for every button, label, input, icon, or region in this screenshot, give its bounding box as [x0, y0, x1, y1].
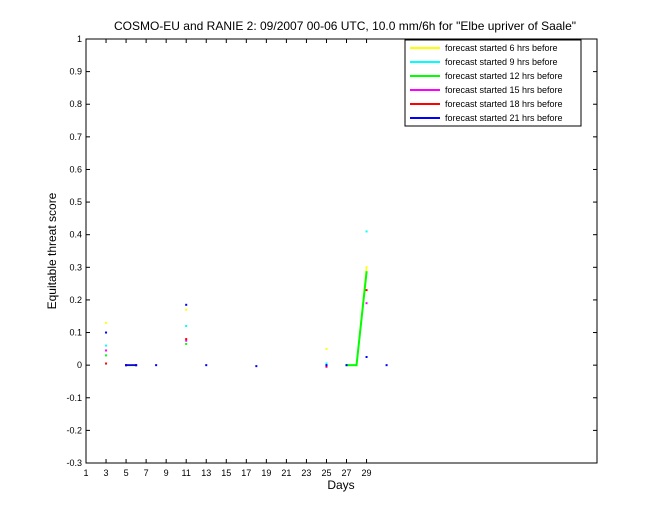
data-point	[325, 364, 328, 367]
data-point	[185, 342, 188, 345]
y-tick-label: 1	[77, 34, 82, 44]
data-point	[105, 331, 108, 334]
x-tick-label: 15	[221, 468, 231, 478]
data-point	[365, 302, 368, 305]
x-tick-label: 17	[241, 468, 251, 478]
data-point	[365, 266, 368, 269]
y-axis-label: Equitable threat score	[45, 192, 59, 309]
series-layer	[105, 230, 388, 368]
data-point	[355, 364, 358, 367]
y-tick-label: 0.9	[69, 67, 82, 77]
y-tick-label: 0.5	[69, 197, 82, 207]
y-tick-label: 0.4	[69, 230, 82, 240]
x-tick-label: 5	[124, 468, 129, 478]
x-tick-label: 25	[321, 468, 331, 478]
data-point	[185, 303, 188, 306]
x-tick-label: 1	[83, 468, 88, 478]
y-tick-label: -0.3	[66, 458, 82, 468]
data-point	[185, 339, 188, 342]
data-point	[185, 338, 188, 341]
data-point	[385, 364, 388, 367]
data-point	[365, 271, 368, 274]
y-tick-label: -0.2	[66, 425, 82, 435]
series-line-segment	[355, 272, 368, 366]
data-point	[105, 354, 108, 357]
x-tick-label: 23	[301, 468, 311, 478]
data-point	[325, 362, 328, 365]
legend-entry: forecast started 21 hrs before	[445, 113, 563, 123]
x-tick-label: 27	[342, 468, 352, 478]
data-point	[105, 344, 108, 347]
legend-entry: forecast started 12 hrs before	[445, 71, 563, 81]
y-tick-label: 0.6	[69, 164, 82, 174]
data-point	[185, 325, 188, 328]
y-tick-label: 0.7	[69, 132, 82, 142]
data-point	[205, 364, 208, 367]
y-tick-label: 0.1	[69, 328, 82, 338]
data-point	[325, 347, 328, 350]
data-point	[105, 362, 108, 365]
legend-box	[404, 39, 582, 127]
x-tick-label: 13	[201, 468, 211, 478]
data-point	[105, 349, 108, 352]
y-tick-label: 0.2	[69, 295, 82, 305]
data-point	[185, 308, 188, 311]
legend-entry: forecast started 9 hrs before	[445, 57, 558, 67]
x-tick-label: 9	[164, 468, 169, 478]
y-tick-label: -0.1	[66, 393, 82, 403]
y-tick-label: 0.3	[69, 262, 82, 272]
x-tick-label: 7	[144, 468, 149, 478]
data-point	[255, 365, 258, 368]
x-tick-label: 3	[104, 468, 109, 478]
data-point	[155, 364, 158, 367]
legend-entry: forecast started 15 hrs before	[445, 85, 563, 95]
data-point	[365, 356, 368, 358]
data-point	[365, 289, 368, 292]
y-tick-label: 0	[77, 360, 82, 370]
chart-title: COSMO-EU and RANIE 2: 09/2007 00-06 UTC,…	[114, 19, 576, 33]
data-point	[135, 364, 138, 367]
x-tick-label: 21	[281, 468, 291, 478]
data-point	[125, 364, 128, 367]
x-tick-label: 19	[261, 468, 271, 478]
legend-entry: forecast started 6 hrs before	[445, 43, 558, 53]
data-point	[365, 230, 368, 233]
x-axis-label: Days	[327, 478, 354, 492]
y-tick-label: 0.8	[69, 99, 82, 109]
data-point	[105, 321, 108, 324]
x-axis-ticks: 1 3 5 7 9 11 13 15 17 19 21 23 25 27 29	[83, 39, 372, 478]
legend: forecast started 6 hrs before forecast st…	[404, 39, 582, 127]
x-tick-label: 11	[182, 468, 191, 478]
x-tick-label: 29	[362, 468, 372, 478]
legend-entry: forecast started 18 hrs before	[445, 99, 563, 109]
data-point	[345, 364, 348, 367]
series-5	[105, 303, 388, 368]
y-axis-ticks: -0.3 -0.2 -0.1 0 0.1 0.2 0.3 0.4 0.5 0.6 0.7 0.8 0.9…	[66, 34, 597, 468]
